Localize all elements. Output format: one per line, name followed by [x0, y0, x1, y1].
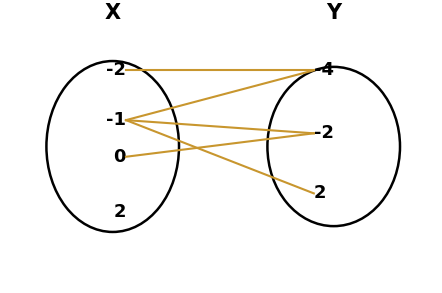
Text: -2: -2 [106, 61, 126, 79]
Text: 2: 2 [114, 203, 126, 222]
Text: 2: 2 [314, 184, 326, 202]
Text: -1: -1 [106, 111, 126, 129]
Text: X: X [105, 3, 121, 23]
Text: Y: Y [326, 3, 341, 23]
Text: 0: 0 [114, 148, 126, 166]
Text: -2: -2 [314, 124, 334, 142]
Text: -4: -4 [314, 61, 334, 79]
